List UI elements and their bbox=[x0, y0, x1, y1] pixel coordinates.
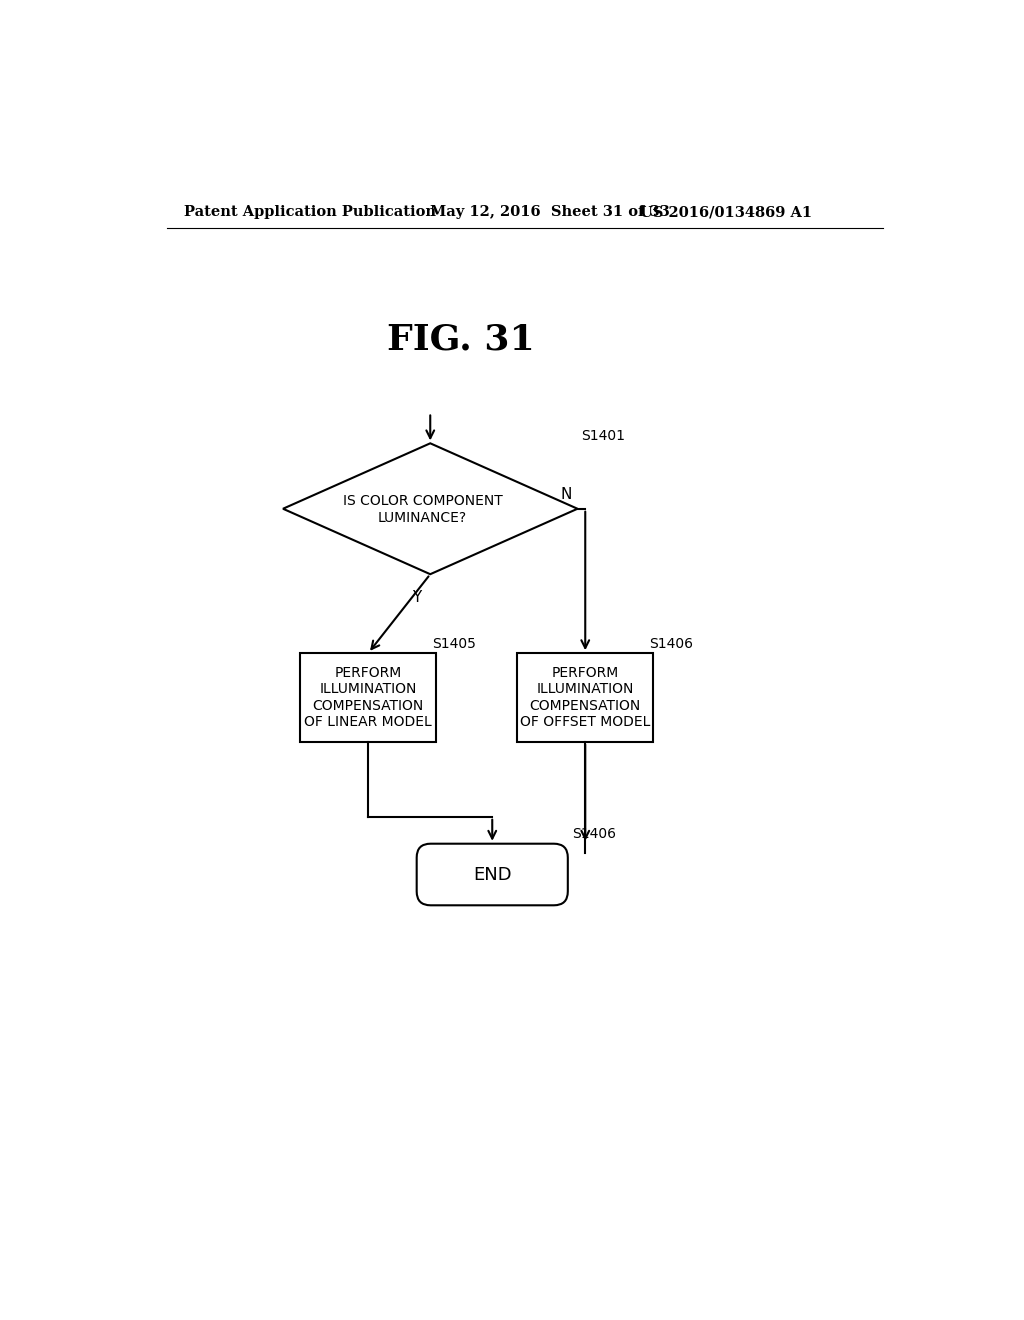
Text: S1406: S1406 bbox=[571, 828, 615, 841]
Text: FIG. 31: FIG. 31 bbox=[387, 322, 536, 356]
Text: S1405: S1405 bbox=[432, 636, 476, 651]
Text: PERFORM
ILLUMINATION
COMPENSATION
OF OFFSET MODEL: PERFORM ILLUMINATION COMPENSATION OF OFF… bbox=[520, 667, 650, 729]
Text: Patent Application Publication: Patent Application Publication bbox=[183, 206, 436, 219]
Text: PERFORM
ILLUMINATION
COMPENSATION
OF LINEAR MODEL: PERFORM ILLUMINATION COMPENSATION OF LIN… bbox=[304, 667, 432, 729]
Text: LUMINANCE?: LUMINANCE? bbox=[378, 511, 467, 525]
Text: US 2016/0134869 A1: US 2016/0134869 A1 bbox=[640, 206, 812, 219]
Text: Y: Y bbox=[412, 590, 421, 605]
Text: END: END bbox=[473, 866, 512, 883]
Polygon shape bbox=[283, 444, 578, 574]
Text: N: N bbox=[560, 487, 571, 503]
FancyBboxPatch shape bbox=[417, 843, 568, 906]
Text: May 12, 2016  Sheet 31 of 33: May 12, 2016 Sheet 31 of 33 bbox=[430, 206, 670, 219]
Text: S1401: S1401 bbox=[582, 429, 626, 442]
FancyBboxPatch shape bbox=[300, 653, 436, 742]
Text: S1406: S1406 bbox=[649, 636, 693, 651]
Text: IS COLOR COMPONENT: IS COLOR COMPONENT bbox=[343, 494, 503, 508]
FancyBboxPatch shape bbox=[517, 653, 653, 742]
